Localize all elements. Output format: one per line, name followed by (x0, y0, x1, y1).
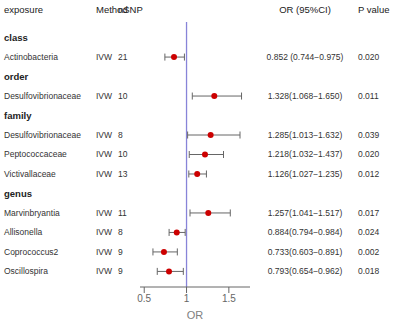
svg-text:1.257(1.041−1.517): 1.257(1.041−1.517) (268, 208, 343, 218)
svg-text:IVW: IVW (96, 149, 112, 159)
html-text:P value: P value (358, 4, 390, 15)
svg-text:genus: genus (8, 188, 32, 199)
svg-text:1.5: 1.5 (222, 293, 236, 304)
html-text:exposure: exposure (4, 4, 44, 15)
svg-text:1.126(1.027−1.235): 1.126(1.027−1.235) (268, 169, 343, 179)
svg-text:0.018: 0.018 (358, 266, 380, 276)
svg-text:OR: OR (187, 309, 204, 321)
svg-text:Desulfovibrionaceae: Desulfovibrionaceae (8, 130, 81, 140)
html-text:OR (95%CI): OR (95%CI) (279, 4, 331, 15)
html-text:Method: Method (96, 4, 128, 15)
svg-text:0.024: 0.024 (358, 227, 380, 237)
svg-text:0.011: 0.011 (358, 91, 379, 101)
svg-text:11: 11 (118, 208, 127, 218)
svg-text:0.852 (0.744−0.975): 0.852 (0.744−0.975) (267, 52, 344, 62)
svg-text:IVW: IVW (96, 266, 112, 276)
svg-text:0.733(0.603−0.891): 0.733(0.603−0.891) (268, 247, 343, 257)
svg-text:0.017: 0.017 (358, 208, 380, 218)
svg-text:0.5: 0.5 (137, 293, 151, 304)
svg-text:21: 21 (118, 52, 128, 62)
svg-text:8: 8 (118, 130, 123, 140)
svg-text:1.218(1.032−1.437): 1.218(1.032−1.437) (268, 149, 343, 159)
svg-text:Peptococcaceae: Peptococcaceae (8, 149, 67, 159)
svg-text:0.884(0.794−0.984): 0.884(0.794−0.984) (268, 227, 343, 237)
svg-text:IVW: IVW (96, 227, 112, 237)
svg-text:0.012: 0.012 (358, 169, 380, 179)
svg-text:1.285(1.013−1.632): 1.285(1.013−1.632) (268, 130, 343, 140)
svg-text:IVW: IVW (96, 91, 112, 101)
svg-text:9: 9 (118, 247, 123, 257)
svg-text:8: 8 (118, 227, 123, 237)
svg-text:IVW: IVW (96, 169, 112, 179)
svg-text:13: 13 (118, 169, 128, 179)
svg-text:0.039: 0.039 (358, 130, 380, 140)
svg-text:IVW: IVW (96, 247, 112, 257)
svg-text:Marvinbryantia: Marvinbryantia (8, 208, 60, 218)
svg-text:Desulfovibrionaceae: Desulfovibrionaceae (8, 91, 81, 101)
svg-text:1: 1 (184, 293, 190, 304)
svg-text:IVW: IVW (96, 130, 112, 140)
svg-text:Actinobacteria: Actinobacteria (8, 52, 58, 62)
svg-text:Allisonella: Allisonella (8, 227, 43, 237)
svg-text:0.020: 0.020 (358, 52, 380, 62)
svg-text:IVW: IVW (96, 52, 112, 62)
svg-text:10: 10 (118, 91, 128, 101)
svg-text:IVW: IVW (96, 208, 112, 218)
svg-text:class: class (8, 32, 28, 43)
svg-text:Coprococcus2: Coprococcus2 (8, 247, 59, 257)
svg-text:1.328(1.068−1.650): 1.328(1.068−1.650) (268, 91, 343, 101)
svg-text:Victivallaceae: Victivallaceae (8, 169, 56, 179)
svg-text:0.002: 0.002 (358, 247, 380, 257)
svg-text:10: 10 (118, 149, 128, 159)
html-text:nSNP: nSNP (118, 4, 143, 15)
svg-text:0.793(0.654−0.962): 0.793(0.654−0.962) (268, 266, 343, 276)
svg-text:Oscillospira: Oscillospira (8, 266, 48, 276)
svg-text:9: 9 (118, 266, 123, 276)
svg-text:0.020: 0.020 (358, 149, 380, 159)
svg-text:family: family (8, 110, 32, 121)
svg-text:order: order (8, 71, 29, 82)
